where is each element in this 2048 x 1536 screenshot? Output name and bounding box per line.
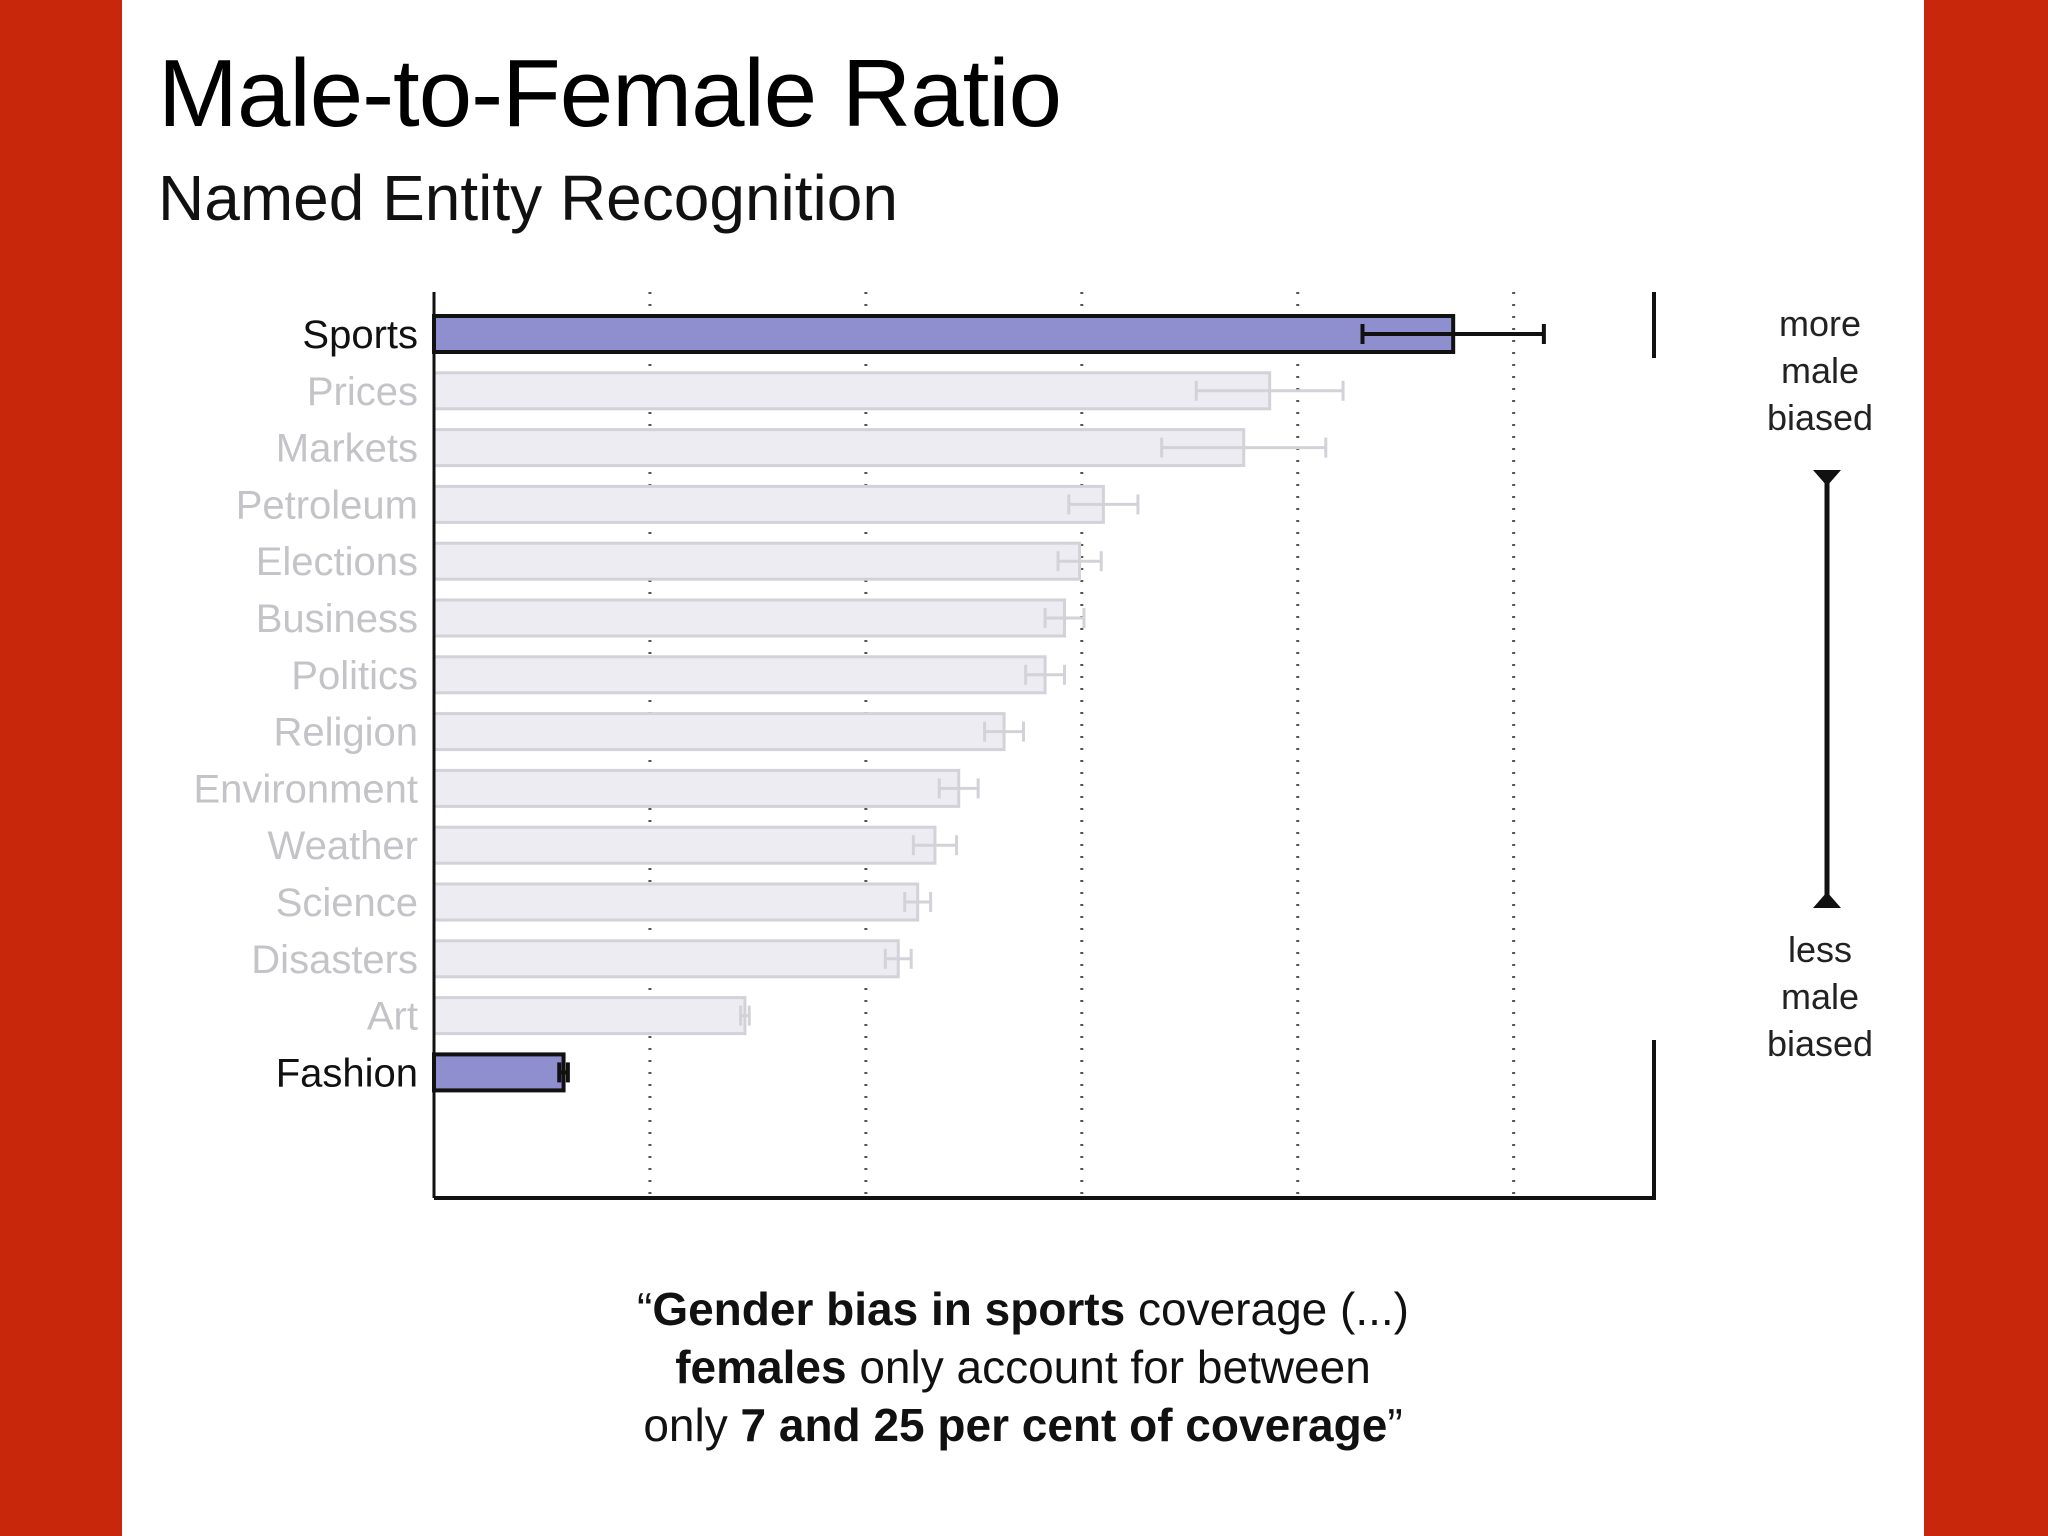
slide-title: Male-to-Female Ratio bbox=[158, 40, 1062, 147]
category-label: Science bbox=[276, 881, 418, 925]
scale-label-bottom: less bbox=[1788, 929, 1852, 970]
bar bbox=[432, 712, 1006, 752]
bar bbox=[432, 768, 961, 808]
category-label: Environment bbox=[193, 767, 418, 811]
quote-line-3: only 7 and 25 per cent of coverage” bbox=[643, 1399, 1403, 1451]
slide-subtitle: Named Entity Recognition bbox=[158, 162, 898, 234]
scale-label-top: more bbox=[1779, 303, 1861, 344]
bar bbox=[432, 371, 1272, 411]
category-label: Markets bbox=[276, 427, 418, 471]
bar bbox=[432, 428, 1246, 468]
scale-label-top: biased bbox=[1767, 397, 1873, 438]
bias-scale: more male biased less male biased bbox=[1767, 303, 1873, 1064]
scale-label-bottom: biased bbox=[1767, 1023, 1873, 1064]
scale-label-top: male bbox=[1781, 350, 1859, 391]
bar-chart: Sports Prices Markets Petroleum Elections Bus… bbox=[193, 292, 1873, 1200]
category-label: Elections bbox=[256, 540, 418, 584]
category-label: Religion bbox=[273, 711, 418, 755]
bar bbox=[432, 314, 1456, 354]
category-label: Art bbox=[367, 995, 418, 1039]
scale-arrow-bottom-head bbox=[1813, 892, 1841, 908]
bar bbox=[432, 882, 920, 922]
category-labels: Sports Prices Markets Petroleum Elections Bus… bbox=[193, 313, 418, 1095]
bar bbox=[432, 825, 937, 865]
bar bbox=[432, 996, 747, 1036]
axes bbox=[432, 292, 1656, 1200]
quote-line-2: females only account for between bbox=[675, 1341, 1371, 1393]
slide: Male-to-Female Ratio Named Entity Recogn… bbox=[122, 0, 1924, 1536]
category-label: Fashion bbox=[276, 1051, 418, 1095]
scale-arrow-top-head bbox=[1813, 470, 1841, 486]
bars bbox=[432, 314, 1546, 1093]
bar bbox=[432, 598, 1067, 638]
category-label: Petroleum bbox=[236, 483, 418, 527]
bar bbox=[432, 484, 1105, 524]
bar bbox=[432, 939, 900, 979]
quote-line-1: “Gender bias in sports coverage (...) bbox=[636, 1283, 1409, 1335]
bar bbox=[432, 541, 1082, 581]
category-label: Business bbox=[256, 597, 418, 641]
category-label: Politics bbox=[291, 654, 418, 698]
bar bbox=[432, 655, 1047, 695]
category-label: Sports bbox=[302, 313, 418, 357]
category-label: Prices bbox=[307, 370, 418, 414]
category-label: Weather bbox=[268, 824, 418, 868]
category-label: Disasters bbox=[251, 938, 418, 982]
quote: “Gender bias in sports coverage (...) fe… bbox=[122, 1280, 1924, 1454]
bar bbox=[432, 1052, 566, 1093]
scale-label-bottom: male bbox=[1781, 976, 1859, 1017]
